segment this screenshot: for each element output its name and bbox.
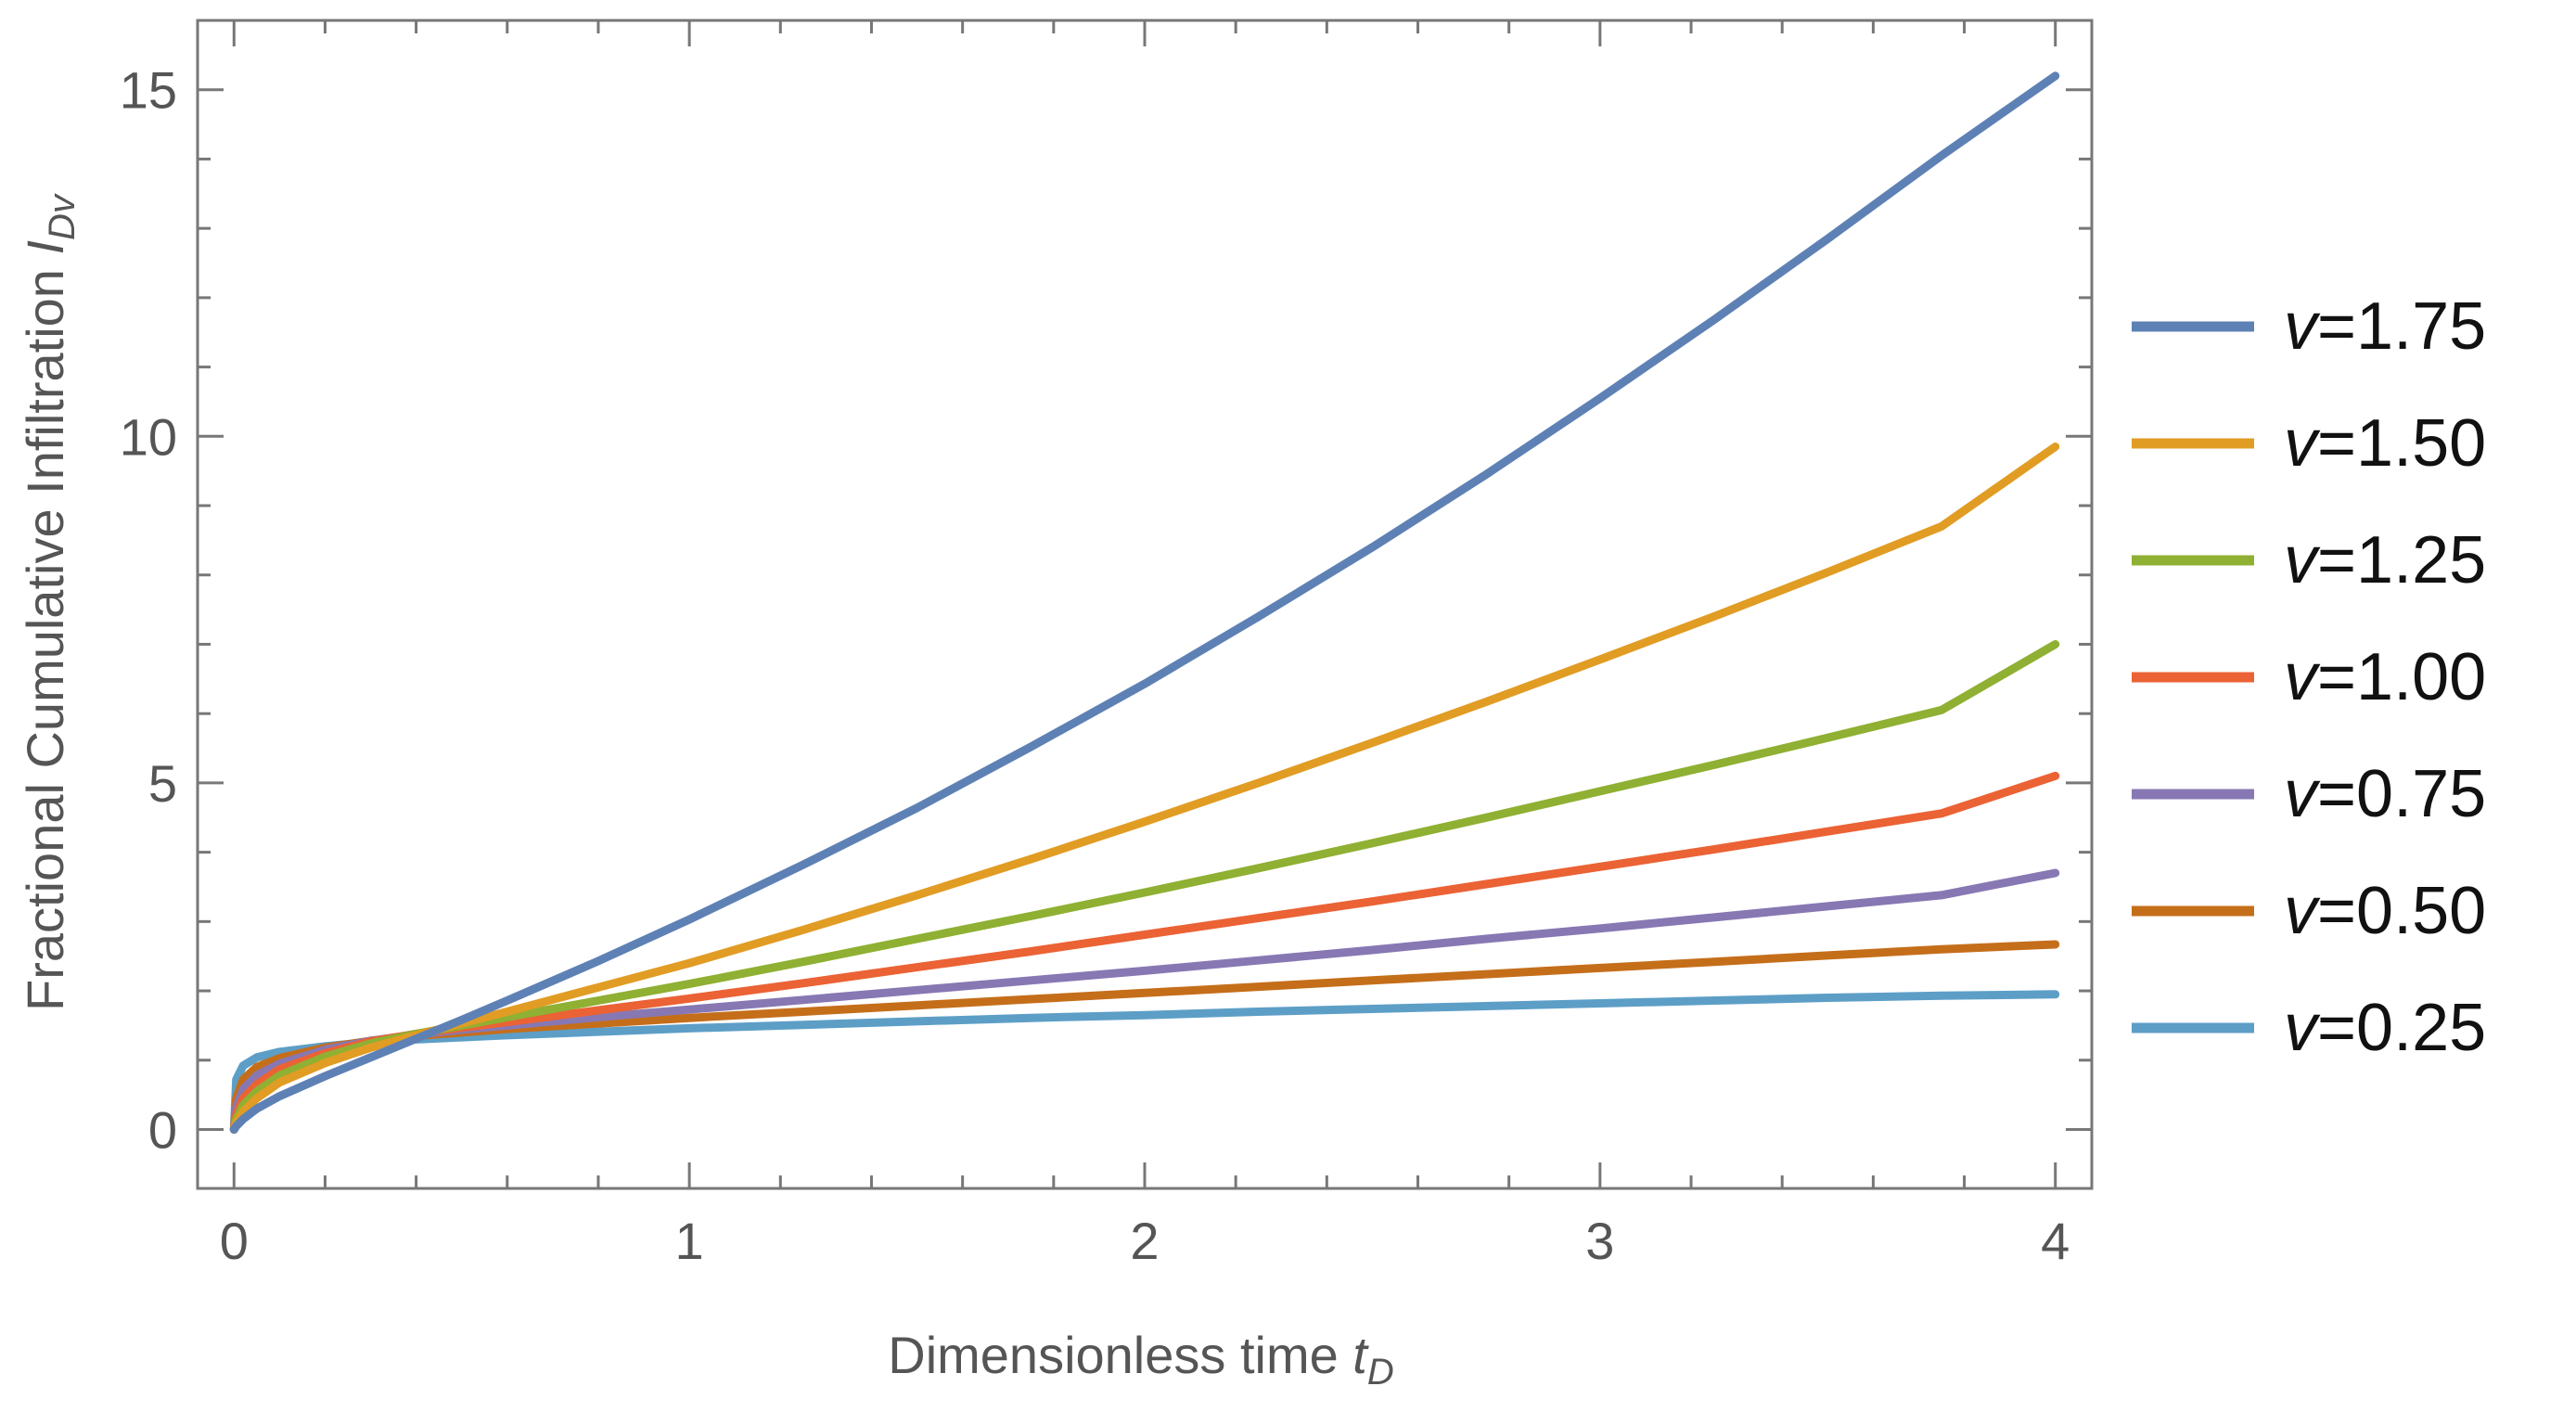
plot-area [229, 71, 2060, 1134]
y-tick-label: 5 [148, 754, 177, 813]
x-tick-label: 1 [675, 1212, 704, 1270]
x-tick-label: 2 [1130, 1212, 1159, 1270]
series-line-v125 [229, 640, 2060, 1134]
y-axis-label: Fractional Cumulative Infiltration IDv [16, 193, 83, 1011]
y-tick-label: 0 [148, 1100, 177, 1159]
series-line-v050 [229, 940, 2060, 1134]
legend-label: v=1.00 [2284, 640, 2486, 714]
legend-label: v=1.50 [2284, 406, 2486, 481]
axes: 0 1 2 3 4 0 5 10 15 [120, 19, 2094, 1270]
x-tick-label: 4 [2041, 1212, 2070, 1270]
series-line-v025 [229, 990, 2060, 1134]
legend-label: v=0.25 [2284, 991, 2486, 1065]
legend-label: v=1.75 [2284, 289, 2486, 364]
x-tick-label: 0 [220, 1212, 249, 1270]
y-tick-label: 10 [120, 407, 177, 466]
legend-label: v=0.50 [2284, 874, 2486, 948]
legend-label: v=1.25 [2284, 523, 2486, 597]
series-line-v150 [229, 443, 2060, 1134]
series-line-v100 [229, 771, 2060, 1134]
series-line-v075 [229, 868, 2060, 1134]
series-line-v175 [229, 71, 2060, 1134]
legend: v=1.75 v=1.50 v=1.25 v=1.00 v=0.75 v=0.50 v=0.… [2132, 289, 2486, 1065]
x-tick-label: 3 [1585, 1212, 1614, 1270]
legend-label: v=0.75 [2284, 757, 2486, 831]
y-tick-label: 15 [120, 61, 177, 120]
x-axis-label: Dimensionless time tD [888, 1326, 1394, 1393]
